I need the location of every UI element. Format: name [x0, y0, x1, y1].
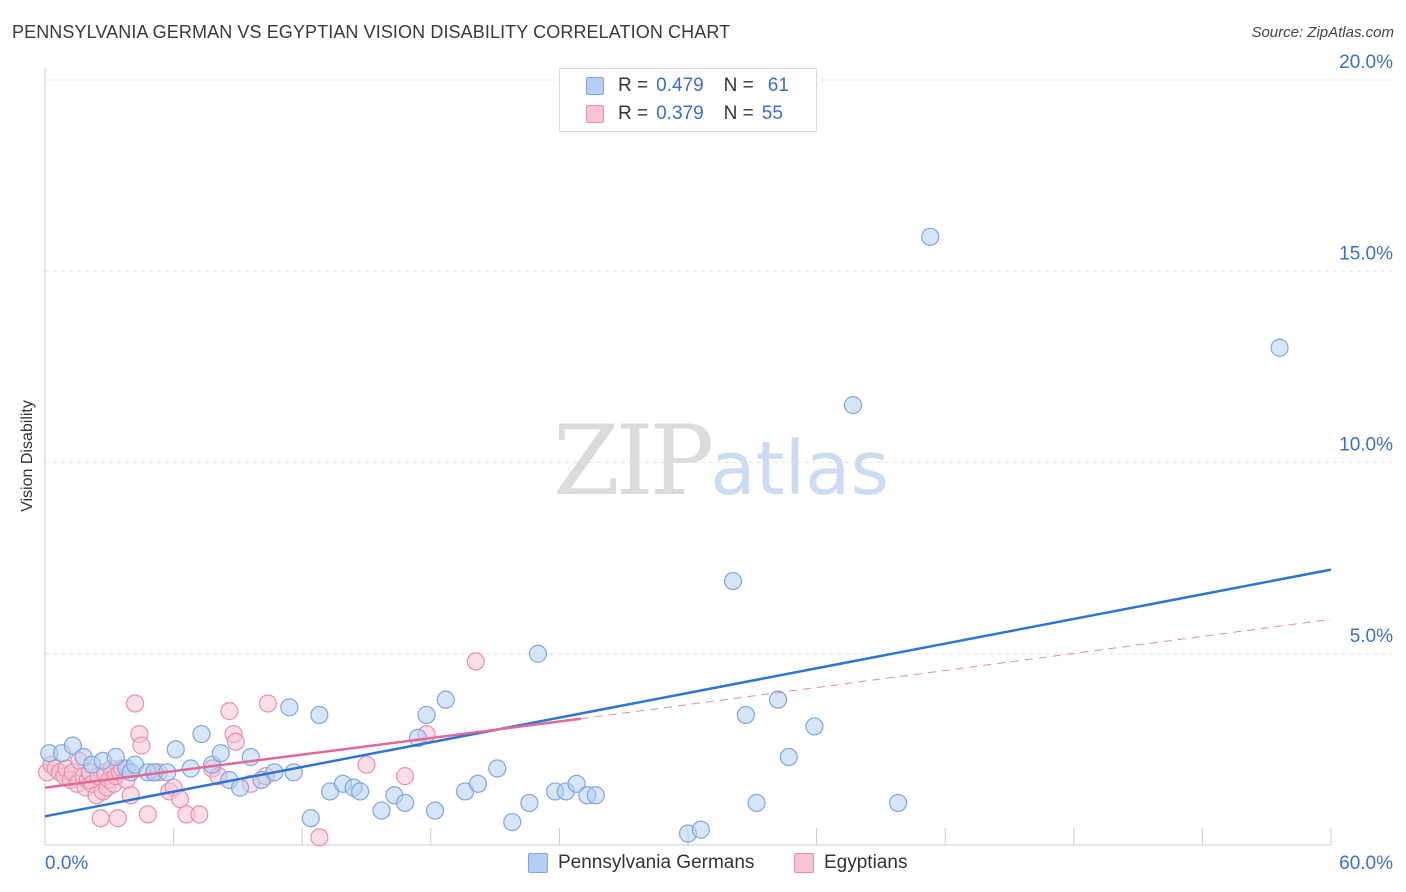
y-tick-label: 15.0%	[1339, 243, 1393, 264]
pennsylvania-germans-point	[723, 571, 743, 591]
pennsylvania-germans-point	[211, 744, 230, 763]
legend-r-value: 0.479	[656, 75, 704, 96]
pennsylvania-germans-point	[280, 698, 299, 717]
pennsylvania-germans-point	[301, 809, 320, 828]
egyptians-point	[310, 828, 329, 847]
x-tick-label: 60.0%	[1339, 853, 1393, 874]
pennsylvania-germans-point	[567, 774, 586, 793]
legend-box: R = 0.479 N = 61 R = 0.379 N = 55	[559, 68, 817, 132]
pennsylvania-germans-point	[736, 705, 755, 725]
egyptians-point	[226, 732, 245, 751]
legend-r-value: 0.379	[656, 103, 704, 124]
pennsylvania-germans-point	[503, 812, 522, 832]
pennsylvania-germans-point	[417, 705, 436, 725]
egyptians-point	[395, 767, 415, 786]
y-tick-label: 5.0%	[1350, 626, 1393, 647]
egyptians-trendline	[44, 717, 581, 789]
egyptians-point	[466, 652, 485, 671]
watermark-atlas: atlas	[710, 426, 890, 512]
chart-title: PENNSYLVANIA GERMAN VS EGYPTIAN VISION D…	[12, 22, 731, 42]
grid-lines	[45, 79, 1392, 655]
source-label: Source: ZipAtlas.com	[1251, 24, 1394, 41]
pennsylvania-germans-point	[921, 227, 940, 246]
legend-bottom-pennsylvania-germans: Pennsylvania Germans	[528, 852, 754, 874]
pennsylvania-germans-point	[843, 396, 863, 415]
x-tick-label: 0.0%	[45, 853, 88, 874]
pennsylvania-germans-point	[166, 740, 185, 759]
pennsylvania-germans-point	[1270, 338, 1289, 357]
egyptians-point	[91, 809, 110, 828]
legend-swatch-blue	[586, 77, 604, 95]
legend-n-label: N =	[723, 75, 754, 96]
pennsylvania-germans-point	[520, 793, 539, 813]
legend-label: Egyptians	[824, 852, 908, 873]
pennsylvania-germans-point	[805, 717, 824, 736]
pennsylvania-germans-point	[230, 778, 250, 797]
legend-label: Pennsylvania Germans	[558, 852, 755, 873]
legend-swatch-pink	[586, 105, 604, 123]
legend-n-value: 61	[767, 75, 789, 96]
egyptians-point	[357, 755, 376, 774]
legend-swatch-pink	[794, 853, 814, 873]
legend-n-value: 55	[761, 103, 783, 124]
pennsylvania-germans-point	[586, 786, 605, 805]
egyptians-point	[190, 805, 209, 824]
egyptians-point	[258, 694, 278, 713]
pennsylvania-germans-point	[779, 747, 798, 767]
egyptians-point	[125, 694, 145, 713]
egyptians-trendline	[580, 618, 1332, 720]
pennsylvania-germans-point	[691, 820, 710, 839]
egyptians-point	[170, 789, 190, 809]
egyptians-point	[108, 809, 127, 828]
legend-r-label: R =	[618, 75, 649, 96]
watermark: ZIPatlas	[553, 405, 889, 517]
pennsylvania-germans-point	[350, 782, 370, 801]
egyptians-point	[220, 702, 239, 721]
pennsylvania-germans-point	[395, 793, 415, 813]
pennsylvania-germans-point	[63, 736, 82, 755]
egyptians-points	[38, 652, 485, 847]
y-tick-label: 20.0%	[1339, 52, 1393, 73]
legend-swatch-blue	[528, 853, 548, 873]
pennsylvania-germans-point	[488, 759, 507, 778]
legend-r-label: R =	[618, 103, 649, 124]
pennsylvania-germans-point	[528, 644, 548, 663]
pennsylvania-germans-point	[768, 690, 788, 709]
pennsylvania-germans-point	[310, 705, 329, 725]
axes	[44, 68, 1332, 846]
pennsylvania-germans-point	[372, 801, 391, 820]
pennsylvania-germans-point	[106, 747, 125, 767]
legend-row-pennsylvania-germans: R = 0.479 N = 61	[586, 75, 789, 97]
pennsylvania-germans-point	[888, 793, 908, 813]
watermark-zip: ZIP	[553, 405, 714, 517]
egyptians-point	[132, 736, 151, 755]
pennsylvania-germans-points	[40, 227, 1289, 843]
pennsylvania-germans-point	[747, 793, 766, 813]
trend-lines	[44, 568, 1332, 818]
tick-labels: 5.0% 10.0% 15.0% 20.0% 0.0% 60.0%	[45, 52, 1393, 874]
pennsylvania-germans-point	[425, 801, 445, 820]
pennsylvania-germans-point	[468, 774, 488, 793]
y-tick-label: 10.0%	[1339, 435, 1393, 456]
pennsylvania-germans-point	[436, 690, 455, 709]
legend-n-label: N =	[723, 103, 754, 124]
pennsylvania-germans-point	[192, 724, 211, 744]
legend-row-egyptians: R = 0.379 N = 55	[586, 103, 783, 125]
egyptians-point	[138, 805, 157, 824]
pennsylvania-germans-trendline	[44, 568, 1332, 818]
legend-bottom-egyptians: Egyptians	[794, 852, 907, 874]
